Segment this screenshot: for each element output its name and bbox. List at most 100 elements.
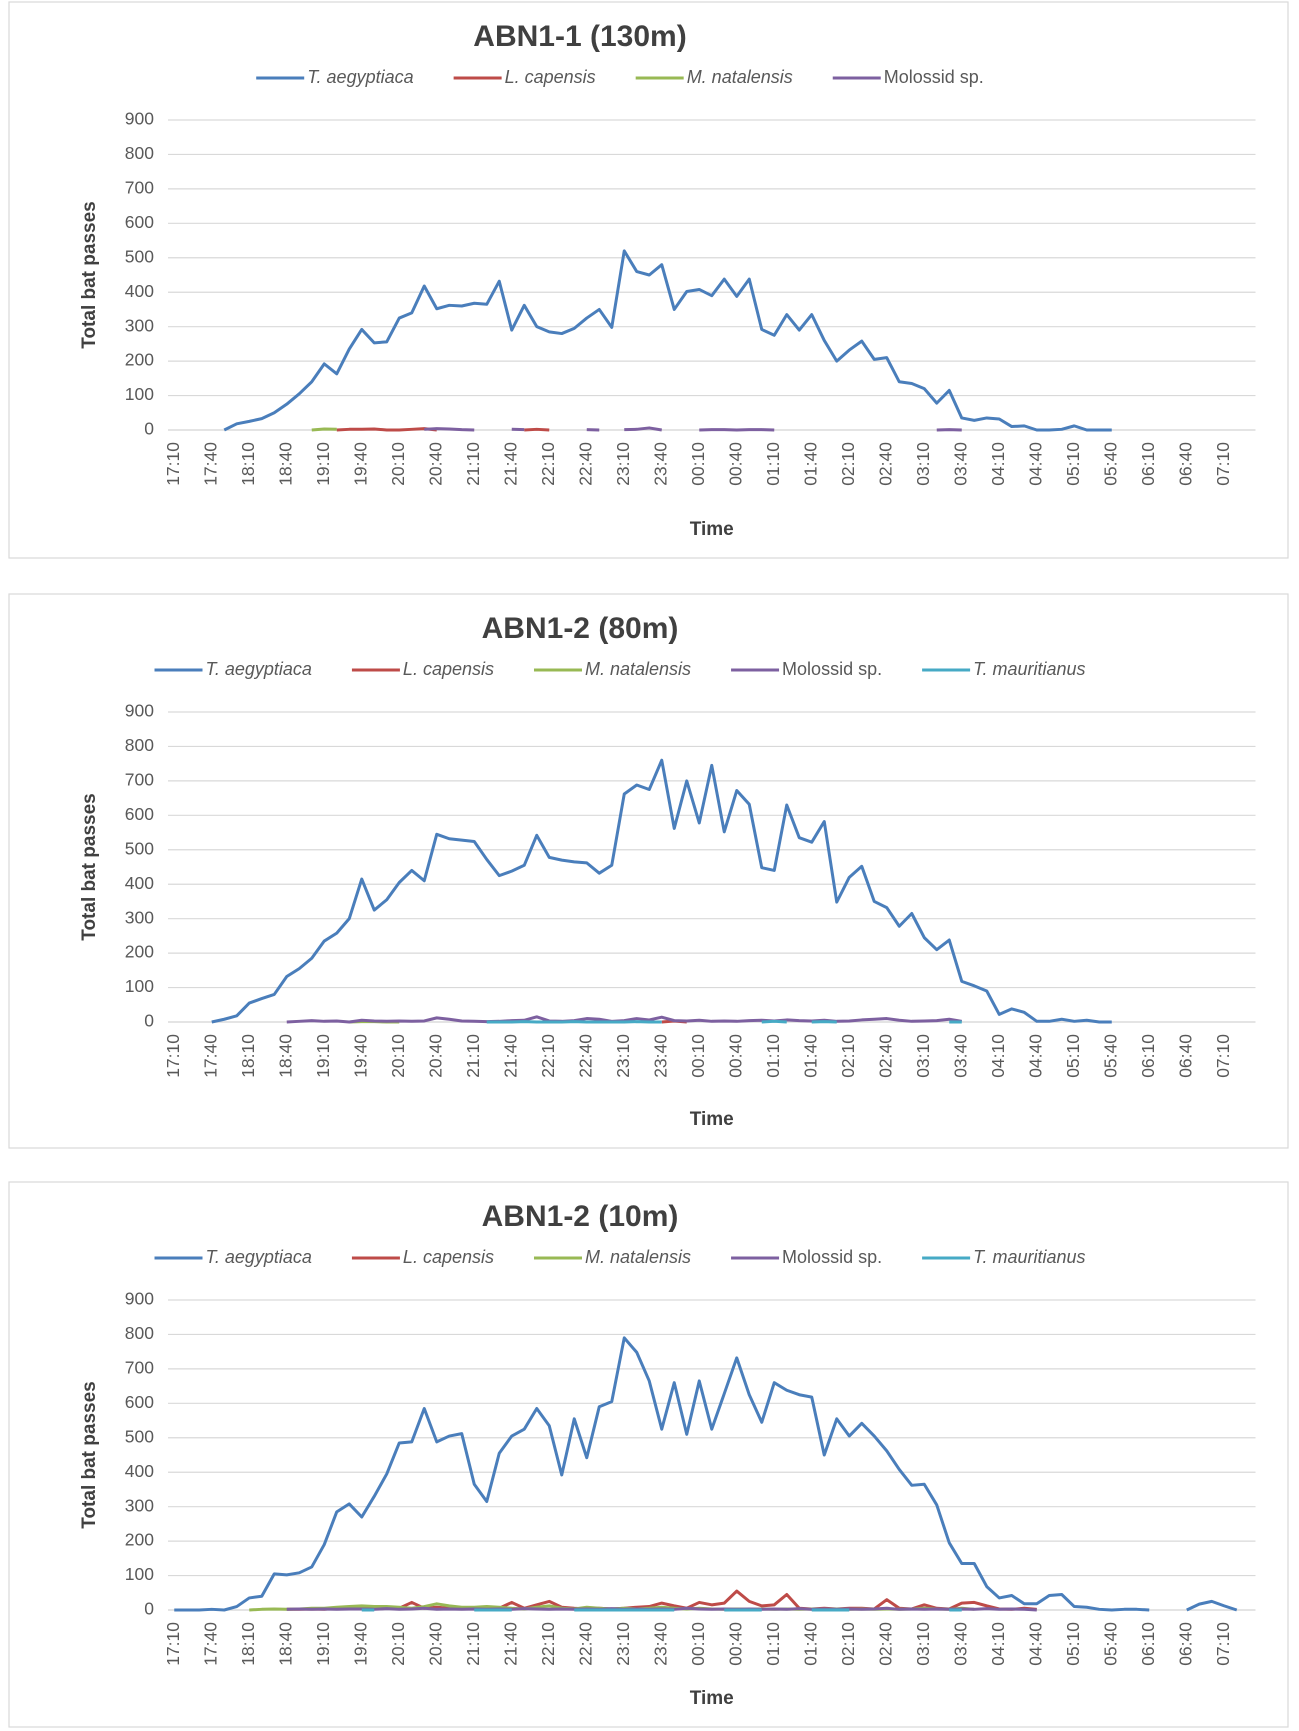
y-axis-title: Total bat passes <box>79 201 100 348</box>
legend-label: L. capensis <box>505 67 596 87</box>
x-tick-label: 06:40 <box>1175 442 1195 486</box>
legend-item: Molossid sp. <box>731 1247 882 1267</box>
x-tick-label: 19:40 <box>350 1622 370 1666</box>
x-tick-label: 23:10 <box>613 1622 633 1666</box>
x-tick-label: 22:10 <box>538 1622 558 1666</box>
series-line <box>424 426 962 432</box>
x-tick-label: 18:10 <box>238 1034 258 1078</box>
series-line <box>211 758 1112 1024</box>
chart-border <box>8 1181 1289 1728</box>
legend-item: Molossid sp. <box>731 659 882 679</box>
legend-label: M. natalensis <box>585 659 691 679</box>
legend-item: T. aegyptiaca <box>154 1247 312 1267</box>
chart-border <box>8 593 1289 1149</box>
y-tick-label: 700 <box>125 1358 154 1378</box>
x-tick-label: 23:40 <box>650 1034 670 1078</box>
x-tick-label: 05:10 <box>1063 1034 1083 1078</box>
x-tick-label: 06:40 <box>1175 1622 1195 1666</box>
y-tick-label: 800 <box>125 1323 154 1343</box>
x-tick-label: 19:40 <box>350 442 370 486</box>
x-tick-label: 17:40 <box>200 1034 220 1078</box>
x-tick-label: 01:10 <box>763 1034 783 1078</box>
x-tick-label: 17:10 <box>163 1034 183 1078</box>
x-tick-label: 22:40 <box>575 1622 595 1666</box>
x-tick-label: 02:40 <box>875 1034 895 1078</box>
y-tick-label: 900 <box>125 1289 154 1309</box>
x-tick-label: 05:40 <box>1100 442 1120 486</box>
x-tick-label: 07:10 <box>1213 1622 1233 1666</box>
legend-item: T. mauritianus <box>922 1247 1085 1267</box>
x-tick-label: 18:10 <box>238 442 258 486</box>
x-tick-label: 00:40 <box>725 1622 745 1666</box>
x-tick-label: 19:10 <box>313 1622 333 1666</box>
x-tick-label: 18:40 <box>275 1034 295 1078</box>
chart: ABN1-2 (10m) 0 100 200 300 400 500 600 700 800 900… <box>8 1181 1289 1728</box>
x-tick-label: 00:10 <box>688 442 708 486</box>
y-tick-label: 500 <box>125 246 154 266</box>
x-tick-label: 01:40 <box>800 1034 820 1078</box>
x-tick-label: 07:10 <box>1213 442 1233 486</box>
y-tick-label: 300 <box>125 1495 154 1515</box>
legend-item: L. capensis <box>351 1247 494 1267</box>
x-tick-label: 02:10 <box>838 1622 858 1666</box>
legend-item: Molossid sp. <box>832 67 984 87</box>
y-tick-label: 400 <box>125 873 154 893</box>
y-tick-label: 200 <box>125 350 154 370</box>
x-tick-label: 22:40 <box>575 442 595 486</box>
x-tick-label: 02:40 <box>875 442 895 486</box>
y-tick-label: 100 <box>125 1564 154 1584</box>
x-tick-label: 00:40 <box>725 1034 745 1078</box>
legend-item: T. aegyptiaca <box>154 659 312 679</box>
y-tick-label: 500 <box>125 1426 154 1446</box>
x-tick-label: 03:40 <box>950 442 970 486</box>
x-tick-label: 20:40 <box>425 1034 445 1078</box>
y-tick-label: 100 <box>125 384 154 404</box>
x-tick-label: 23:10 <box>613 1034 633 1078</box>
x-tick-label: 01:40 <box>800 442 820 486</box>
legend-item: L. capensis <box>351 659 494 679</box>
y-tick-label: 600 <box>125 1392 154 1412</box>
x-tick-label: 05:40 <box>1100 1034 1120 1078</box>
x-tick-label: 03:10 <box>913 1622 933 1666</box>
x-tick-label: 04:10 <box>988 1034 1008 1078</box>
x-tick-label: 02:10 <box>838 1034 858 1078</box>
y-tick-label: 100 <box>125 976 154 996</box>
y-tick-label: 0 <box>144 419 154 439</box>
x-tick-label: 17:40 <box>200 1622 220 1666</box>
legend: T. aegyptiaca L. capensis M. natalensis Mol… <box>256 67 984 87</box>
x-tick-label: 06:10 <box>1138 442 1158 486</box>
x-tick-label: 03:40 <box>950 1034 970 1078</box>
series-line <box>311 427 337 432</box>
legend-item: M. natalensis <box>533 1247 691 1267</box>
legend: T. aegyptiaca L. capensis M. natalensis Mol… <box>154 1247 1085 1267</box>
x-tick-label: 17:10 <box>163 442 183 486</box>
x-tick-label: 20:40 <box>425 442 445 486</box>
legend-label: T. mauritianus <box>973 659 1085 679</box>
x-tick-label: 04:10 <box>988 1622 1008 1666</box>
x-tick-label: 19:10 <box>313 442 333 486</box>
legend-item: M. natalensis <box>533 659 691 679</box>
legend-label: Molossid sp. <box>884 67 984 87</box>
x-tick-label: 18:40 <box>275 442 295 486</box>
x-tick-label: 17:40 <box>200 442 220 486</box>
x-tick-label: 03:10 <box>913 1034 933 1078</box>
y-tick-label: 0 <box>144 1011 154 1031</box>
y-tick-label: 400 <box>125 1461 154 1481</box>
legend-label: Molossid sp. <box>782 1247 882 1267</box>
x-tick-label: 00:40 <box>725 442 745 486</box>
x-tick-label: 06:40 <box>1175 1034 1195 1078</box>
x-tick-label: 03:10 <box>913 442 933 486</box>
x-tick-label: 01:40 <box>800 1622 820 1666</box>
legend-label: M. natalensis <box>687 67 793 87</box>
chart-title: ABN1-1 (130m) <box>473 20 686 53</box>
x-tick-label: 20:40 <box>425 1622 445 1666</box>
chart-border <box>8 1 1289 559</box>
x-tick-label: 21:10 <box>463 1034 483 1078</box>
legend-label: L. capensis <box>403 659 494 679</box>
y-tick-label: 600 <box>125 804 154 824</box>
x-tick-label: 18:10 <box>238 1622 258 1666</box>
x-tick-label: 21:40 <box>500 1622 520 1666</box>
x-tick-label: 17:10 <box>163 1622 183 1666</box>
x-tick-label: 06:10 <box>1138 1034 1158 1078</box>
